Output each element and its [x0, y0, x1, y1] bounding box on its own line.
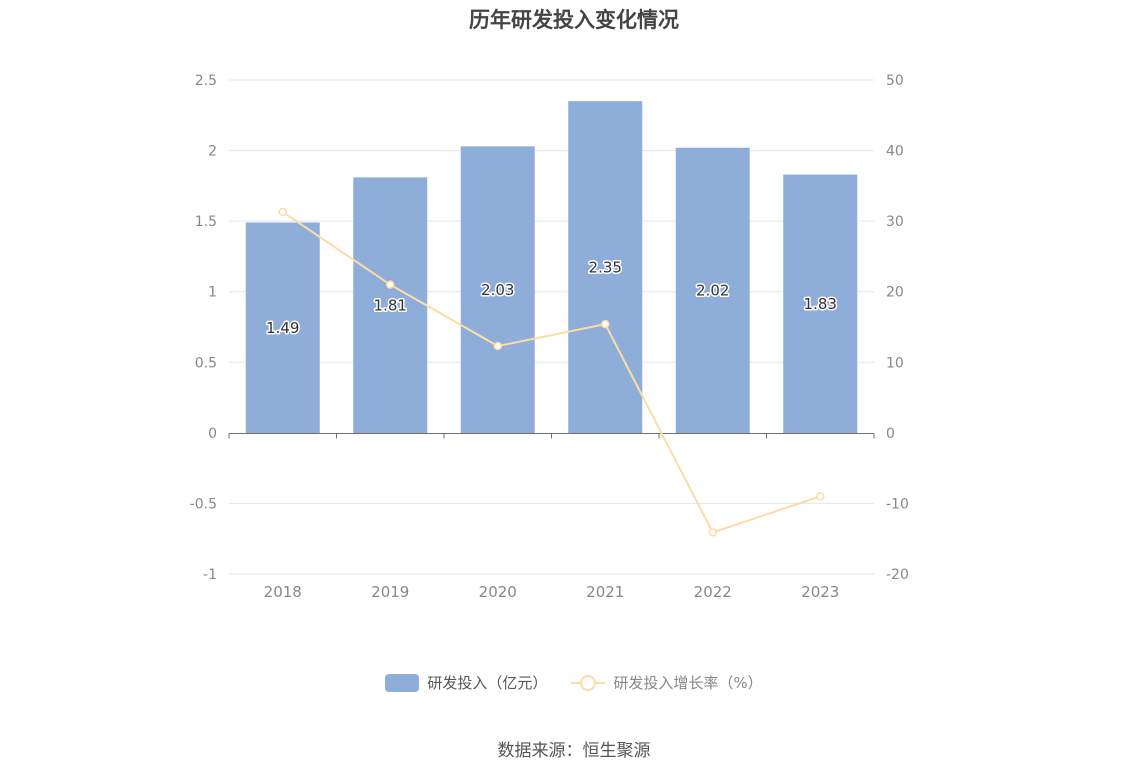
bar-data-label: 2.03 [481, 281, 514, 299]
bar-data-label: 1.81 [374, 296, 407, 314]
y-right-tick-label: 40 [886, 144, 904, 160]
legend-bar-swatch [385, 673, 420, 692]
growth-rate-point-2023[interactable] [816, 492, 825, 501]
source-note: 数据来源：恒生聚源 [497, 741, 651, 761]
y-left-tick-label: 2.5 [195, 73, 217, 89]
legend-item-rd-investment[interactable]: 研发投入（亿元） [385, 672, 547, 693]
y-left-tick-label: 1 [208, 285, 217, 301]
x-tick-label: 2023 [801, 583, 839, 601]
y-right-tick-label: 0 [886, 426, 895, 442]
y-left-tick-label: 0.5 [195, 355, 217, 371]
x-tick-label: 2019 [371, 583, 409, 601]
legend: 研发投入（亿元） 研发投入增长率（%） [0, 672, 1148, 693]
bar-2021[interactable] [568, 101, 643, 434]
y-left-tick-label: 1.5 [195, 214, 217, 230]
chart-title: 历年研发投入变化情况 [469, 8, 679, 32]
y-right-tick-label: 20 [886, 285, 904, 301]
legend-item-growth-rate[interactable]: 研发投入增长率（%） [571, 672, 763, 693]
y-left-tick-label: -0.5 [190, 496, 217, 512]
bar-2022[interactable] [675, 147, 750, 434]
x-tick-label: 2021 [586, 583, 624, 601]
growth-rate-point-2022[interactable] [708, 528, 717, 537]
y-left-tick-label: -1 [203, 567, 217, 583]
y-left-tick-label: 0 [208, 426, 217, 442]
x-tick-label: 2020 [479, 583, 517, 601]
growth-rate-point-2019[interactable] [386, 280, 395, 289]
growth-rate-point-2018[interactable] [278, 207, 287, 217]
bar-data-label: 2.02 [696, 282, 729, 300]
y-right-tick-label: 50 [886, 73, 904, 89]
bar-data-label: 2.35 [589, 258, 622, 276]
bar-2019[interactable] [353, 177, 428, 434]
y-right-tick-label: 30 [886, 214, 904, 230]
x-tick-label: 2022 [694, 583, 732, 601]
y-right-tick-label: 10 [886, 355, 904, 371]
legend-line-swatch [571, 674, 606, 692]
legend-label-growth-rate: 研发投入增长率（%） [613, 674, 763, 692]
y-right-tick-label: -10 [886, 496, 909, 512]
bar-2020[interactable] [460, 146, 535, 434]
growth-rate-point-2021[interactable] [601, 319, 610, 329]
y-left-tick-label: 2 [208, 144, 217, 160]
x-tick-label: 2018 [264, 583, 302, 601]
bar-data-label: 1.49 [266, 319, 299, 337]
legend-label-rd-investment: 研发投入（亿元） [427, 674, 548, 692]
growth-rate-point-2020[interactable] [493, 341, 502, 351]
y-right-tick-label: -20 [886, 567, 909, 583]
growth-rate-line [282, 211, 821, 534]
bar-2023[interactable] [783, 174, 858, 434]
bar-2018[interactable] [245, 222, 320, 434]
bar-data-label: 1.83 [804, 295, 837, 313]
